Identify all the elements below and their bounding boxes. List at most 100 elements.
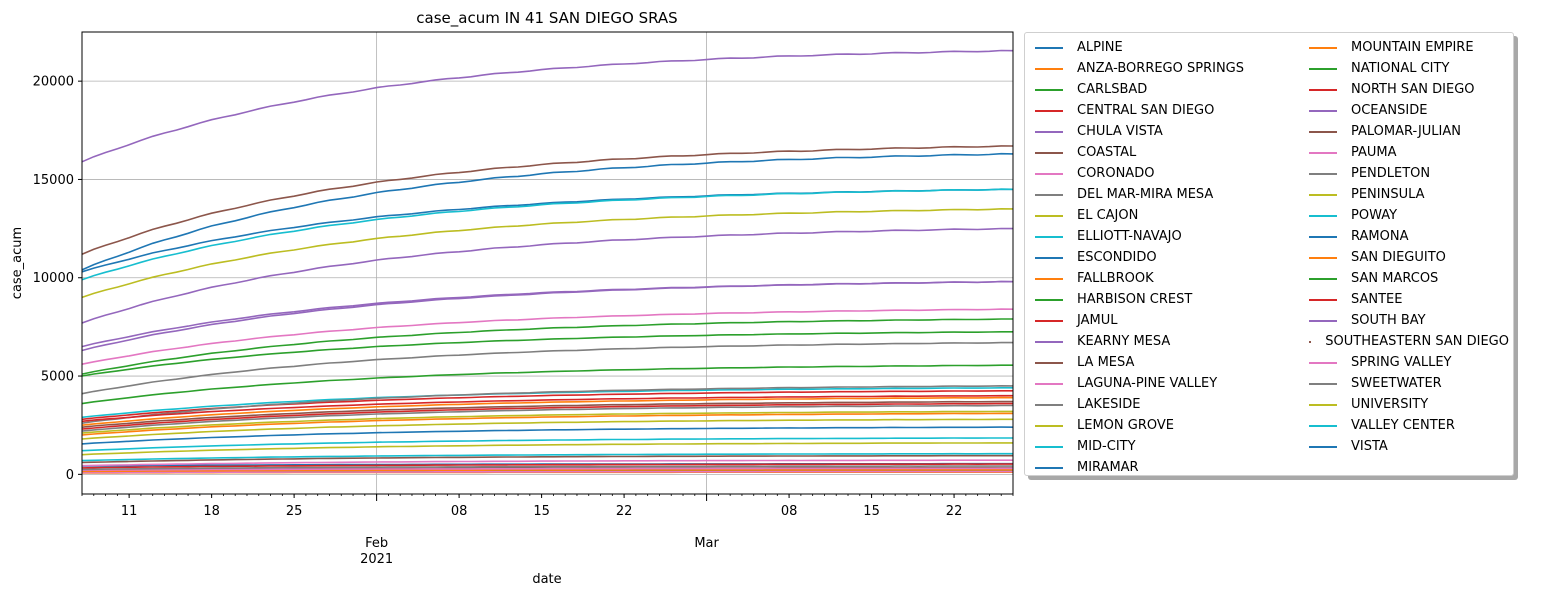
x-tick-label: 15 [863, 504, 880, 519]
plot-frame [81, 31, 1014, 495]
legend-item: CORONADO [1035, 163, 1309, 184]
series-line-mid-city [81, 188, 1014, 281]
legend-item: JAMUL [1035, 310, 1309, 331]
x-tick-label: Feb [365, 536, 388, 551]
x-tick-label: 08 [451, 504, 468, 519]
series-line-southeastern-san-diego [81, 145, 1014, 255]
legend-swatch [1035, 403, 1063, 406]
legend-swatch [1309, 340, 1312, 343]
legend-item: CENTRAL SAN DIEGO [1035, 100, 1309, 121]
legend-swatch [1035, 466, 1063, 469]
legend-item: SAN DIEGUITO [1309, 247, 1509, 268]
legend-label: VISTA [1351, 439, 1388, 454]
legend-label: MIRAMAR [1077, 460, 1139, 475]
legend-label: LAGUNA-PINE VALLEY [1077, 376, 1218, 391]
legend-swatch [1309, 382, 1337, 385]
x-tick-label: 11 [121, 504, 138, 519]
legend-label: DEL MAR-MIRA MESA [1077, 187, 1214, 202]
legend-item: MIRAMAR [1035, 457, 1309, 478]
legend-label: VALLEY CENTER [1351, 418, 1455, 433]
legend-item: UNIVERSITY [1309, 394, 1509, 415]
series-line-poway [81, 437, 1013, 452]
series-line-valley-center [81, 452, 1013, 462]
legend-item: OCEANSIDE [1309, 100, 1509, 121]
series-line-sweetwater [81, 341, 1013, 395]
legend-label: SOUTHEASTERN SAN DIEGO [1325, 334, 1509, 349]
legend-item: LAKESIDE [1035, 394, 1309, 415]
series-line-laguna-pine-valley [81, 470, 1013, 474]
legend-label: FALLBROOK [1077, 271, 1154, 286]
legend-item: PALOMAR-JULIAN [1309, 121, 1509, 142]
legend-label: HARBISON CREST [1077, 292, 1193, 307]
x-tick-label: 22 [946, 504, 963, 519]
legend-item: NATIONAL CITY [1309, 58, 1509, 79]
legend-swatch [1035, 340, 1063, 343]
legend-label: POWAY [1351, 208, 1398, 223]
legend-item: MOUNTAIN EMPIRE [1309, 37, 1509, 58]
legend-label: ELLIOTT-NAVAJO [1077, 229, 1182, 244]
legend-item: CARLSBAD [1035, 79, 1309, 100]
legend-label: SOUTH BAY [1351, 313, 1426, 328]
legend-label: OCEANSIDE [1351, 103, 1428, 118]
x-tick-label: 15 [533, 504, 550, 519]
series-line-kearny-mesa [81, 227, 1014, 324]
series-line-pauma [81, 467, 1013, 471]
legend-item: SOUTHEASTERN SAN DIEGO [1309, 331, 1509, 352]
legend-item: SWEETWATER [1309, 373, 1509, 394]
legend-item: RAMONA [1309, 226, 1509, 247]
legend-label: COASTAL [1077, 145, 1137, 160]
legend-label: PAUMA [1351, 145, 1397, 160]
legend-swatch [1035, 109, 1063, 112]
legend-label: PENDLETON [1351, 166, 1431, 181]
legend-label: SAN DIEGUITO [1351, 250, 1446, 265]
legend-swatch [1309, 424, 1337, 427]
legend-item: HARBISON CREST [1035, 289, 1309, 310]
legend-item: PAUMA [1309, 142, 1509, 163]
legend-label: CORONADO [1077, 166, 1155, 181]
legend-item: COASTAL [1035, 142, 1309, 163]
legend-item: SOUTH BAY [1309, 310, 1509, 331]
legend-swatch [1309, 235, 1337, 238]
series-line-chula-vista [81, 49, 1014, 163]
legend-swatch [1309, 88, 1337, 91]
series-line-national-city [81, 318, 1013, 375]
x-tick-label: 2021 [360, 552, 393, 567]
chart-title: case_acum IN 41 SAN DIEGO SRAS [416, 9, 677, 28]
legend-swatch [1035, 382, 1063, 385]
legend-label: SAN MARCOS [1351, 271, 1439, 286]
legend-swatch [1035, 298, 1063, 301]
legend-item: ELLIOTT-NAVAJO [1035, 226, 1309, 247]
y-tick-label: 0 [66, 468, 74, 483]
series-line-ramona [81, 426, 1014, 445]
series-line-spring-valley [81, 308, 1014, 365]
legend-item: VISTA [1309, 436, 1509, 457]
legend-label: PENINSULA [1351, 187, 1425, 202]
x-tick-label: 08 [781, 504, 798, 519]
legend: ALPINE ANZA-BORREGO SPRINGS CARLSBAD CENTRA… [1024, 32, 1514, 476]
y-axis-label: case_acum [10, 227, 25, 299]
series-line-lakeside [81, 384, 1014, 424]
legend-swatch [1035, 46, 1063, 49]
legend-swatch [1309, 256, 1337, 259]
series-line-mountain-empire [81, 468, 1013, 473]
legend-label: ALPINE [1077, 40, 1123, 55]
legend-swatch [1309, 403, 1337, 406]
legend-label: ANZA-BORREGO SPRINGS [1077, 61, 1245, 76]
y-tick-label: 10000 [33, 271, 74, 286]
legend-item: POWAY [1309, 205, 1509, 226]
grid [82, 32, 1013, 494]
series-line-coronado [81, 459, 1013, 467]
legend-label: UNIVERSITY [1351, 397, 1429, 412]
legend-item: PENDLETON [1309, 163, 1509, 184]
x-tick-label: 22 [616, 504, 633, 519]
series-line-university [81, 442, 1013, 456]
series-lines [81, 49, 1014, 474]
series-line-san-dieguito [81, 412, 1013, 436]
legend-swatch [1035, 193, 1063, 196]
legend-item: VALLEY CENTER [1309, 415, 1509, 436]
legend-swatch [1309, 130, 1337, 133]
series-line-coastal [81, 454, 1013, 464]
series-line-pendleton [81, 465, 1013, 471]
legend-item: ALPINE [1035, 37, 1309, 58]
